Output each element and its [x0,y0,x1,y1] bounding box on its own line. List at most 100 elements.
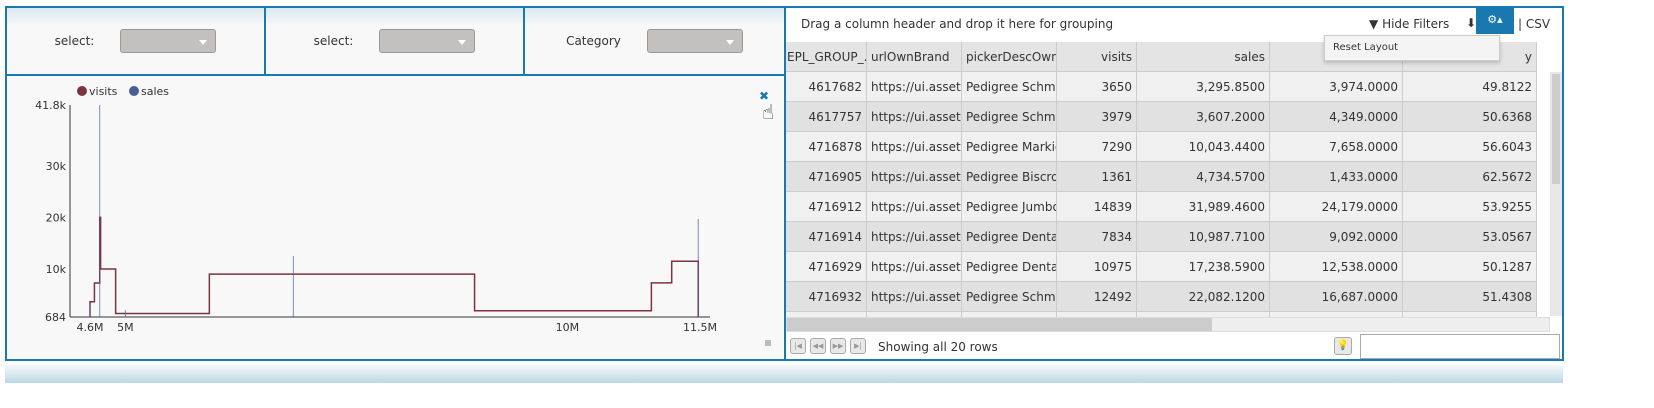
prev-page-button[interactable]: ◀◀ [810,338,826,354]
vertical-scrollbar[interactable] [1550,72,1562,316]
horizontal-scroll-thumb[interactable] [787,318,1212,331]
table-cell: https://ui.assets- [867,132,962,162]
table-cell: 24,179.0000 [1270,192,1403,222]
chart-panel: 684 10k 20k 30k 41.8k 4.6M 5M 10M 11.5M visits sal… [5,74,786,361]
search-input[interactable] [1360,334,1560,359]
filter-select[interactable] [120,29,217,53]
table-cell: 7,658.0000 [1270,132,1403,162]
table-row[interactable]: 4716929 https://ui.assets- Pedigree Dentas… [786,252,1537,282]
table-cell: https://ui.assets- [867,282,962,312]
table-cell: https://ui.assets- [867,222,962,252]
category-select[interactable] [646,29,743,53]
bottom-bar [5,365,1563,383]
table-cell: 2,957.0000 [1270,312,1403,318]
x-tick-label: 5M [117,321,134,334]
visits-line [89,216,699,317]
filter-label: select: [313,34,354,48]
settings-button[interactable]: ⚙▴ [1476,8,1514,34]
table-cell: Pedigree Schmac [962,72,1057,102]
table-cell: 53.9255 [1403,192,1537,222]
table-cell: 31,989.4600 [1137,192,1270,222]
download-icon[interactable]: ⬇ [1466,16,1477,30]
x-tick-label: 4.6M [77,321,104,334]
table-cell: 7290 [1057,132,1137,162]
csv-button[interactable]: | CSV [1518,17,1551,31]
table-cell: 50.1287 [1403,252,1537,282]
column-header[interactable]: urlOwnBrand [867,42,962,72]
table-row[interactable]: 4716914 https://ui.assets- Pedigree Dentas… [786,222,1537,252]
column-header[interactable]: visits [1057,42,1137,72]
reset-layout-menu-item[interactable]: Reset Layout [1333,42,1399,53]
status-text: Showing all 20 rows [878,340,998,354]
table-cell: 4716914 [786,222,867,252]
first-page-button[interactable]: |◀ [790,338,806,354]
resize-handle-icon[interactable] [765,340,771,346]
column-header[interactable]: EPL_GROUP_... [786,42,867,72]
gear-icon: ⚙▴ [1487,13,1503,26]
table-cell: 3,295.8500 [1137,72,1270,102]
table-cell: 49.8122 [1403,72,1537,102]
table-cell: 54.4543 [1403,312,1537,318]
table-cell: 3,974.0000 [1270,72,1403,102]
next-page-button[interactable]: ▶▶ [830,338,846,354]
column-header[interactable]: pickerDescOwn... [962,42,1057,72]
y-tick-label: 41.8k [35,99,66,112]
table-cell: 3650 [1057,72,1137,102]
table-cell: 4716932 [786,282,867,312]
hide-filters-button[interactable]: ▼ Hide Filters [1369,17,1449,31]
table-cell: 12,538.0000 [1270,252,1403,282]
table-cell: 4617682 [786,72,867,102]
table-row[interactable]: 4716912 https://ui.assets- Pedigree Jumbor… [786,192,1537,222]
table-cell: 3,607.2000 [1137,102,1270,132]
table-cell: 10,987.7100 [1137,222,1270,252]
filter-icon: ▼ [1369,17,1379,31]
table-cell: https://ui.assets- [867,252,962,282]
y-tick-label: 684 [45,311,66,324]
hand-cursor-icon: ☝ [762,100,775,124]
settings-menu: Reset Layout [1324,35,1500,61]
table-cell: 14839 [1057,192,1137,222]
table-cell: 10975 [1057,252,1137,282]
table-cell: 10,043.4400 [1137,132,1270,162]
table-cell: Pedigree Markies [962,132,1057,162]
table-cell: 4716912 [786,192,867,222]
table-cell: Pedigree Schmac [962,282,1057,312]
filter-2: select: [264,6,525,76]
legend-marker-visits [77,86,87,96]
table-cell: 4716938 [786,312,867,318]
table-row[interactable]: 4716938https://ui.assets-Pedigree Rodeo 2… [786,312,1537,318]
legend-label-sales: sales [141,85,169,98]
last-page-button[interactable]: ▶| [850,338,866,354]
table-cell: 1,433.0000 [1270,162,1403,192]
table-cell: 4,734.5700 [1137,162,1270,192]
table-cell: 9,092.0000 [1270,222,1403,252]
table-cell: Pedigree Biscrok [962,162,1057,192]
table-cell: 17,238.5900 [1137,252,1270,282]
table-cell: 4617757 [786,102,867,132]
csv-label: CSV [1525,17,1551,31]
table-cell: Pedigree Schmac [962,102,1057,132]
x-tick-label: 11.5M [683,321,717,334]
y-tick-label: 20k [46,211,67,224]
filter-label: select: [54,34,95,48]
vertical-scroll-thumb[interactable] [1552,74,1560,184]
filter-select[interactable] [379,29,476,53]
table-row[interactable]: 4716905 https://ui.assets- Pedigree Biscro… [786,162,1537,192]
expand-icon[interactable]: ✖ [759,89,770,103]
table-cell: 7834 [1057,222,1137,252]
data-grid: Drag a column header and drop it here fo… [784,6,1564,361]
table-cell: 3979 [1057,102,1137,132]
lightbulb-icon[interactable]: 💡 [1334,337,1352,355]
table-cell: Pedigree Rodeo [962,312,1057,318]
table-cell: 53.0567 [1403,222,1537,252]
table-cell: Pedigree Jumbor [962,192,1057,222]
category-filter: Category [523,6,786,76]
table-cell: https://ui.assets- [867,312,962,318]
table-cell: 62.5672 [1403,162,1537,192]
column-header[interactable]: sales [1137,42,1270,72]
horizontal-scrollbar[interactable] [786,317,1550,332]
